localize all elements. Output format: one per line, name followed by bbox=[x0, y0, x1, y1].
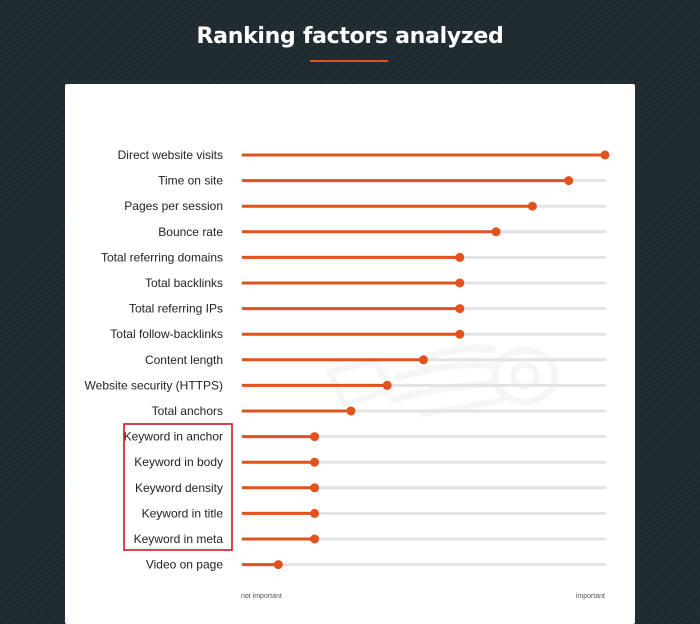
factor-marker bbox=[455, 329, 465, 339]
factor-row-direct-website-visits: Direct website visits bbox=[118, 148, 610, 162]
factor-row-keyword-in-meta: Keyword in meta bbox=[134, 532, 607, 546]
factor-marker bbox=[564, 176, 574, 186]
axis-min-label: not important bbox=[241, 593, 282, 600]
factor-label: Content length bbox=[145, 353, 223, 367]
factor-label: Keyword in meta bbox=[134, 532, 224, 546]
axis-max-label: important bbox=[576, 593, 605, 600]
factor-label: Total backlinks bbox=[145, 276, 223, 290]
factor-row-time-on-site: Time on site bbox=[158, 174, 607, 188]
factor-marker bbox=[273, 560, 283, 570]
factor-label: Keyword in anchor bbox=[124, 430, 223, 444]
factor-marker bbox=[600, 150, 610, 160]
highlight-box bbox=[123, 423, 233, 551]
factor-marker bbox=[419, 355, 428, 365]
factor-marker bbox=[310, 457, 320, 467]
factor-label: Direct website visits bbox=[118, 148, 223, 162]
factor-row-total-referring-domains: Total referring domains bbox=[101, 250, 607, 264]
factor-label: Website security (HTTPS) bbox=[85, 378, 223, 392]
factor-marker bbox=[455, 252, 465, 262]
factor-row-bounce-rate: Bounce rate bbox=[158, 225, 607, 239]
factor-marker bbox=[455, 278, 465, 288]
factor-row-total-follow-backlinks: Total follow-backlinks bbox=[110, 327, 607, 341]
factor-label: Keyword in body bbox=[134, 455, 223, 469]
page-title: Ranking factors analyzed bbox=[196, 24, 504, 49]
factor-row-website-security-https: Website security (HTTPS) bbox=[85, 378, 607, 392]
factor-label: Bounce rate bbox=[158, 225, 223, 239]
factor-label: Total anchors bbox=[152, 404, 223, 418]
factor-row-keyword-in-body: Keyword in body bbox=[134, 455, 607, 469]
factor-row-keyword-in-anchor: Keyword in anchor bbox=[124, 430, 607, 444]
factor-row-total-anchors: Total anchors bbox=[152, 404, 607, 418]
factor-row-keyword-in-title: Keyword in title bbox=[142, 506, 607, 520]
factor-marker bbox=[382, 380, 392, 390]
factor-label: Keyword in title bbox=[142, 506, 224, 520]
factor-label: Total referring domains bbox=[101, 250, 223, 264]
chart-card bbox=[65, 84, 635, 624]
factor-row-video-on-page: Video on page bbox=[146, 558, 607, 572]
factor-label: Keyword density bbox=[135, 481, 223, 495]
factor-marker bbox=[346, 406, 356, 416]
factor-row-pages-per-session: Pages per session bbox=[124, 199, 607, 213]
factor-row-total-referring-ips: Total referring IPs bbox=[129, 302, 607, 316]
factor-label: Total referring IPs bbox=[129, 302, 223, 316]
factor-label: Total follow-backlinks bbox=[110, 327, 223, 341]
factor-marker bbox=[455, 304, 465, 314]
factor-label: Video on page bbox=[146, 558, 224, 572]
factor-row-keyword-density: Keyword density bbox=[135, 481, 607, 495]
factor-label: Pages per session bbox=[124, 199, 223, 213]
factor-marker bbox=[310, 483, 320, 493]
watermark-logo bbox=[325, 344, 559, 417]
factor-row-total-backlinks: Total backlinks bbox=[145, 276, 607, 290]
title-underline bbox=[310, 60, 388, 62]
factor-marker bbox=[310, 432, 320, 442]
factor-marker bbox=[310, 508, 320, 518]
factor-marker bbox=[527, 201, 537, 211]
factor-marker bbox=[491, 227, 501, 237]
factor-label: Time on site bbox=[158, 174, 223, 188]
factor-row-content-length: Content length bbox=[145, 353, 607, 367]
factor-marker bbox=[310, 534, 320, 544]
